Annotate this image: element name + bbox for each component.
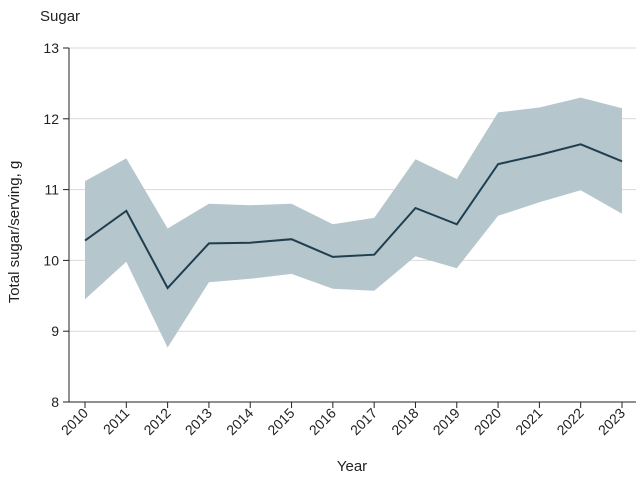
y-tick-label: 10 (43, 252, 59, 268)
x-tick-label-2010: 2010 (58, 405, 91, 438)
x-tick-label-2022: 2022 (553, 405, 586, 438)
x-tick-label-2020: 2020 (471, 405, 504, 438)
y-tick-label: 12 (43, 111, 59, 127)
x-tick-label-2012: 2012 (140, 405, 173, 438)
x-tick-label-2017: 2017 (347, 405, 380, 438)
x-tick-label-2016: 2016 (306, 405, 339, 438)
x-tick-label-2019: 2019 (430, 405, 463, 438)
x-tick-label-2021: 2021 (512, 405, 545, 438)
y-tick-label: 11 (44, 182, 59, 198)
x-tick-label-2011: 2011 (100, 405, 133, 438)
x-axis-label: Year (337, 458, 367, 475)
confidence-band (85, 97, 622, 348)
y-axis: 8 9 10 11 12 13 (43, 40, 70, 410)
x-axis: 2010 2011 2012 2013 2014 2015 2016 2017 2018 2019… (58, 401, 636, 438)
x-tick-label-2018: 2018 (388, 405, 421, 438)
x-tick-label-2023: 2023 (595, 405, 628, 438)
chart-title: Sugar (40, 8, 80, 25)
y-axis-label: Total sugar/serving, g (6, 161, 23, 304)
x-tick-label-2013: 2013 (182, 405, 215, 438)
series-line (84, 143, 623, 290)
x-tick-label-2015: 2015 (264, 405, 297, 438)
y-tick-label: 9 (51, 323, 59, 339)
y-tick-label: 13 (43, 40, 59, 56)
x-tick-label-2014: 2014 (223, 405, 256, 438)
y-tick-label: 8 (51, 394, 59, 410)
